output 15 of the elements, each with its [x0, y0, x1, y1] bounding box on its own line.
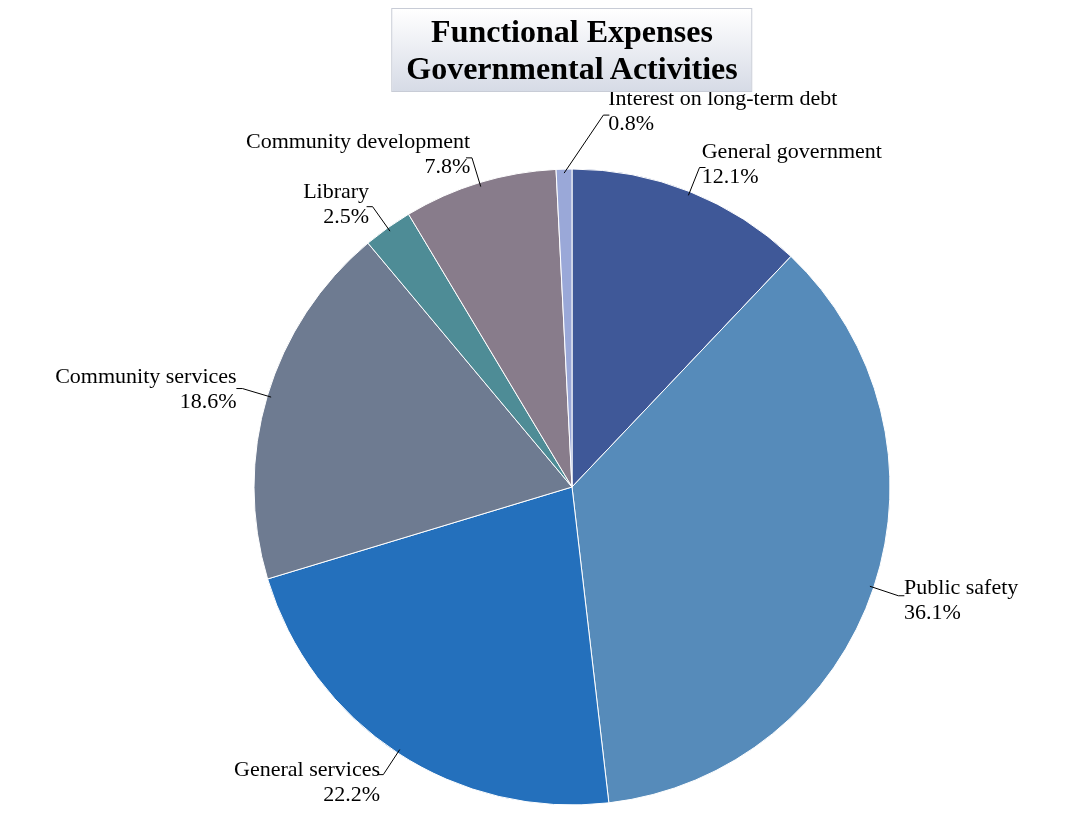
data-label: 36.1% [904, 598, 961, 624]
data-label: 0.8% [608, 110, 655, 136]
slice-label: General services [234, 755, 381, 781]
data-label: 2.5% [323, 202, 370, 228]
data-label: 18.6% [179, 387, 237, 413]
slice-label: Community development [245, 128, 471, 154]
slice-label: Community services [55, 362, 237, 388]
data-label: 12.1% [701, 162, 759, 188]
data-label: 7.8% [424, 153, 471, 179]
chart-title: Functional Expenses Governmental Activities [406, 13, 738, 87]
slice-label: Public safety [904, 573, 1019, 599]
slice-label: General government [701, 137, 882, 163]
slice-label: Library [303, 177, 370, 203]
data-label: 22.2% [323, 780, 381, 806]
slice-label: Interest on long-term debt [608, 85, 838, 111]
